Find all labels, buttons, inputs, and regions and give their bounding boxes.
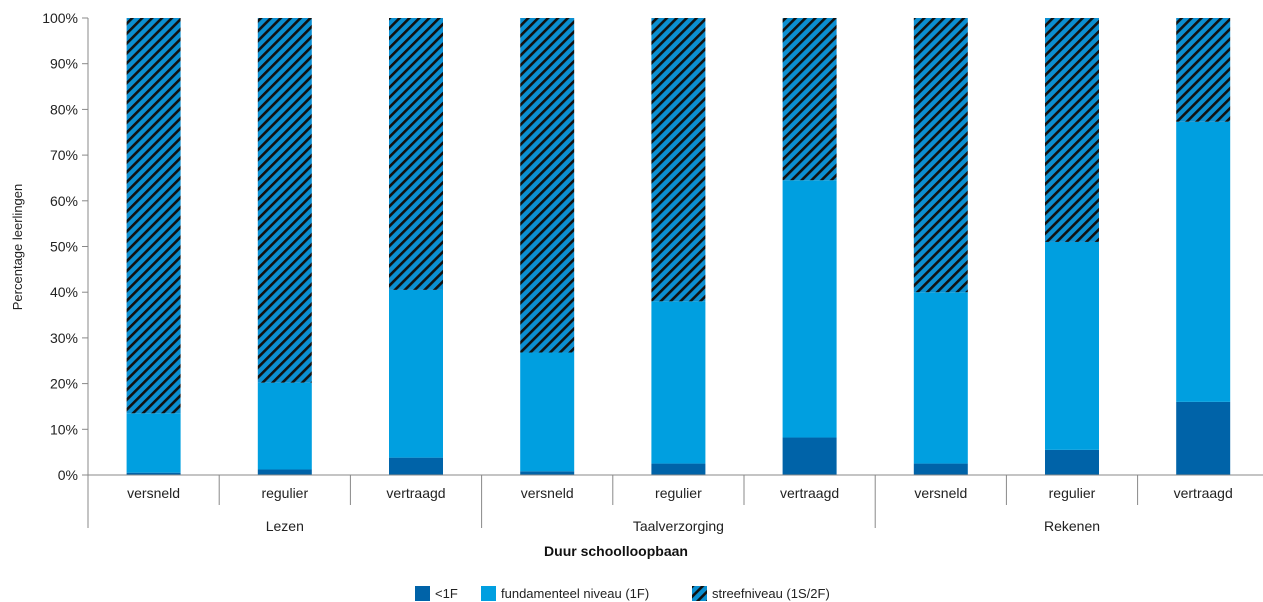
bar-segment-streefniveau [651,18,706,302]
legend-label: streefniveau (1S/2F) [712,586,830,601]
legend: <1F fundamenteel niveau (1F) streefniveau … [415,586,830,601]
x-axis: versneld regulier vertraagd versneld regulie… [87,474,1263,534]
y-tick-label: 60% [50,193,78,209]
y-tick-label: 100% [42,10,78,26]
bar-segment-below-1f [257,469,312,475]
y-tick-label: 40% [50,284,78,300]
x-category-label: regulier [1049,485,1096,501]
y-tick-label: 90% [50,56,78,72]
bar-segment-streefniveau [126,18,181,414]
bar-segment-fundamenteel [126,413,181,473]
bar-segment-fundamenteel [1045,241,1099,450]
legend-label: fundamenteel niveau (1F) [501,586,649,601]
bar-segment-fundamenteel [389,289,443,458]
bar-segment-below-1f [389,457,443,475]
bar-segment-below-1f [520,471,575,475]
y-axis-title: Percentage leerlingen [10,184,25,310]
bar-segment-fundamenteel [782,180,837,438]
x-category-label: vertraagd [780,485,839,501]
bar-segment-fundamenteel [913,292,968,464]
y-tick-label: 0% [58,467,78,483]
bars [126,18,1231,475]
x-category-label: vertraagd [386,485,445,501]
y-tick-label: 70% [50,147,78,163]
bar-segment-fundamenteel [257,382,312,470]
x-group-label: Taalverzorging [633,518,724,534]
bar-segment-streefniveau [782,18,837,181]
bar-segment-below-1f [913,463,968,475]
bar-segment-streefniveau [520,18,575,353]
y-tick-label: 30% [50,330,78,346]
x-category-label: regulier [655,485,702,501]
x-category-label: versneld [914,485,967,501]
bar-segment-streefniveau [389,18,443,290]
x-category-label: versneld [127,485,180,501]
bar-segment-fundamenteel [520,352,575,472]
bar-segment-streefniveau [1045,18,1099,242]
legend-swatch [692,586,707,601]
legend-swatch [481,586,496,601]
bar-segment-streefniveau [913,18,968,293]
bar-segment-fundamenteel [651,301,706,464]
bar-segment-below-1f [1176,401,1231,475]
x-category-label: vertraagd [1174,485,1233,501]
bar-segment-fundamenteel [1176,121,1231,402]
x-group-label: Lezen [266,518,304,534]
bar-segment-below-1f [1045,449,1099,475]
legend-label: <1F [435,586,458,601]
x-category-label: versneld [521,485,574,501]
y-tick-label: 50% [50,239,78,255]
x-group-label: Rekenen [1044,518,1100,534]
bar-segment-below-1f [126,472,181,475]
x-category-label: regulier [261,485,308,501]
bar-segment-streefniveau [1176,18,1231,122]
bar-segment-below-1f [782,437,837,475]
y-tick-label: 10% [50,421,78,437]
y-axis: 0% 10% 20% 30% 40% 50% 60% 70% 80% 90% 100% [42,10,89,483]
legend-swatch [415,586,430,601]
bar-segment-streefniveau [257,18,312,383]
bar-segment-below-1f [651,463,706,475]
x-axis-title: Duur schoolloopbaan [544,543,688,559]
y-tick-label: 20% [50,376,78,392]
y-tick-label: 80% [50,101,78,117]
